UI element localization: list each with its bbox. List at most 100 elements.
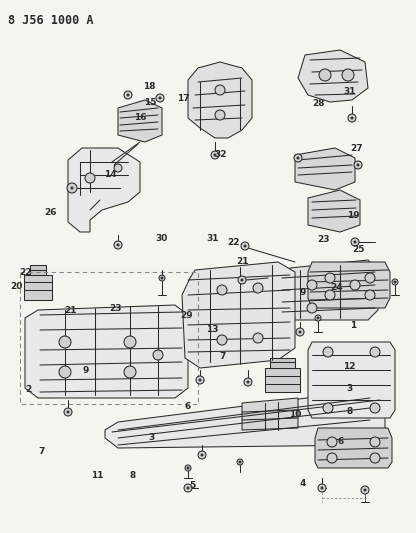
Polygon shape [242,398,298,430]
Polygon shape [315,428,392,468]
Polygon shape [188,62,252,138]
Text: 20: 20 [10,282,23,291]
Text: 23: 23 [317,236,330,244]
Circle shape [370,437,380,447]
Circle shape [127,94,129,96]
Text: 18: 18 [143,82,155,91]
Circle shape [299,331,301,333]
Text: 3: 3 [346,384,353,392]
Circle shape [365,290,375,300]
Circle shape [198,451,206,459]
Text: 28: 28 [312,100,324,108]
Polygon shape [182,262,295,368]
Circle shape [59,366,71,378]
Text: 14: 14 [104,171,116,179]
Circle shape [321,487,323,489]
Circle shape [211,151,219,159]
Text: 19: 19 [347,212,360,220]
Text: 8: 8 [346,407,353,416]
Circle shape [124,366,136,378]
Circle shape [156,94,164,102]
Text: 12: 12 [343,362,356,371]
Circle shape [201,454,203,456]
Text: 21: 21 [236,257,248,265]
Circle shape [244,378,252,386]
Text: 27: 27 [351,144,363,152]
Circle shape [237,459,243,465]
Circle shape [244,245,246,247]
Circle shape [253,283,263,293]
Circle shape [161,277,163,279]
Circle shape [196,376,204,384]
Circle shape [318,484,326,492]
Text: 16: 16 [134,113,147,122]
Circle shape [351,238,359,246]
Circle shape [217,285,227,295]
Circle shape [253,333,263,343]
Circle shape [327,453,337,463]
Text: 1: 1 [349,321,356,329]
Circle shape [370,453,380,463]
Circle shape [215,110,225,120]
Polygon shape [24,275,52,300]
Polygon shape [270,358,295,368]
Circle shape [159,275,165,281]
Text: 4: 4 [300,480,306,488]
Circle shape [315,315,321,321]
Text: 25: 25 [352,245,365,254]
Text: 2: 2 [25,385,32,393]
Circle shape [217,335,227,345]
Text: 24: 24 [330,284,342,292]
Circle shape [187,487,189,489]
Text: 22: 22 [228,238,240,247]
Text: 15: 15 [144,99,157,107]
Circle shape [117,244,119,246]
Circle shape [199,379,201,381]
Polygon shape [68,148,140,232]
Text: 9: 9 [300,288,306,296]
Circle shape [325,273,335,283]
Circle shape [354,161,362,169]
Polygon shape [278,260,380,320]
Circle shape [187,467,189,469]
Circle shape [184,484,192,492]
Text: 23: 23 [109,304,122,312]
Circle shape [323,347,333,357]
Polygon shape [308,190,360,232]
Circle shape [67,411,69,413]
Circle shape [354,241,356,243]
Circle shape [114,241,122,249]
Circle shape [214,154,216,156]
Text: 11: 11 [92,471,104,480]
Text: 7: 7 [38,448,45,456]
Circle shape [351,117,353,119]
Circle shape [64,408,72,416]
Text: 7: 7 [219,352,226,360]
Circle shape [153,350,163,360]
Text: 6: 6 [184,402,191,410]
Circle shape [342,69,354,81]
Text: 3: 3 [149,433,155,441]
Text: 10: 10 [289,410,302,419]
Circle shape [238,276,246,284]
Circle shape [124,91,132,99]
Circle shape [247,381,249,383]
Circle shape [365,273,375,283]
Text: 22: 22 [20,269,32,277]
Circle shape [59,336,71,348]
Circle shape [85,173,95,183]
Circle shape [297,157,299,159]
Circle shape [241,279,243,281]
Circle shape [296,328,304,336]
Polygon shape [298,50,368,102]
Text: 17: 17 [177,94,189,103]
Circle shape [350,280,360,290]
Circle shape [348,114,356,122]
Circle shape [159,97,161,99]
Circle shape [185,465,191,471]
Polygon shape [295,148,355,190]
Text: 21: 21 [64,306,77,314]
Circle shape [71,187,73,189]
Circle shape [307,280,317,290]
Circle shape [370,347,380,357]
